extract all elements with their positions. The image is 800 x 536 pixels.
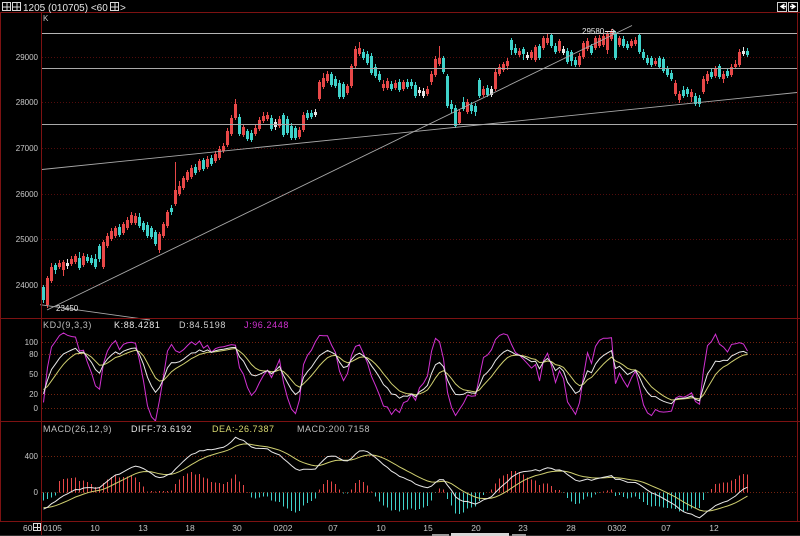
- svg-text:20: 20: [29, 390, 38, 399]
- svg-text:25000: 25000: [16, 235, 39, 244]
- svg-text:400: 400: [25, 452, 39, 461]
- svg-text:K:88.4281: K:88.4281: [114, 320, 160, 330]
- svg-text:80: 80: [29, 350, 38, 359]
- svg-text:24000: 24000: [16, 281, 39, 290]
- svg-text:50: 50: [29, 370, 38, 379]
- svg-text:MACD:200.7158: MACD:200.7158: [297, 424, 370, 434]
- svg-text:27000: 27000: [16, 144, 39, 153]
- svg-text:1205 (010705) <60: 1205 (010705) <60: [23, 3, 108, 14]
- svg-text:0202: 0202: [274, 523, 293, 533]
- svg-text:MACD(26,12,9): MACD(26,12,9): [43, 424, 112, 434]
- svg-text:J:96.2448: J:96.2448: [244, 320, 289, 330]
- svg-text:0302: 0302: [608, 523, 627, 533]
- svg-text:28000: 28000: [16, 98, 39, 107]
- svg-text:20: 20: [471, 523, 481, 533]
- svg-text:28: 28: [566, 523, 576, 533]
- svg-text:15: 15: [423, 523, 433, 533]
- svg-text:DEA:-26.7387: DEA:-26.7387: [212, 424, 275, 434]
- svg-text:K: K: [43, 14, 49, 23]
- svg-text:29580: 29580: [582, 27, 605, 36]
- svg-text:KDJ(9,3,3): KDJ(9,3,3): [43, 320, 92, 330]
- svg-text:07: 07: [661, 523, 671, 533]
- svg-text:100: 100: [25, 338, 39, 347]
- svg-text:0: 0: [34, 404, 39, 413]
- svg-text:12: 12: [709, 523, 719, 533]
- svg-text:13: 13: [138, 523, 148, 533]
- svg-text:10: 10: [376, 523, 386, 533]
- svg-text:0: 0: [34, 488, 39, 497]
- svg-text:60: 60: [23, 523, 33, 533]
- svg-text:>: >: [120, 3, 126, 14]
- svg-text:18: 18: [185, 523, 195, 533]
- svg-text:D:84.5198: D:84.5198: [179, 320, 226, 330]
- svg-text:0105: 0105: [43, 523, 62, 533]
- svg-text:26000: 26000: [16, 190, 39, 199]
- svg-text:23: 23: [518, 523, 528, 533]
- svg-text:10: 10: [90, 523, 100, 533]
- svg-text:DIFF:73.6192: DIFF:73.6192: [131, 424, 192, 434]
- svg-text:23450: 23450: [56, 304, 79, 313]
- svg-text:30: 30: [232, 523, 242, 533]
- svg-text:29000: 29000: [16, 53, 39, 62]
- svg-text:07: 07: [328, 523, 338, 533]
